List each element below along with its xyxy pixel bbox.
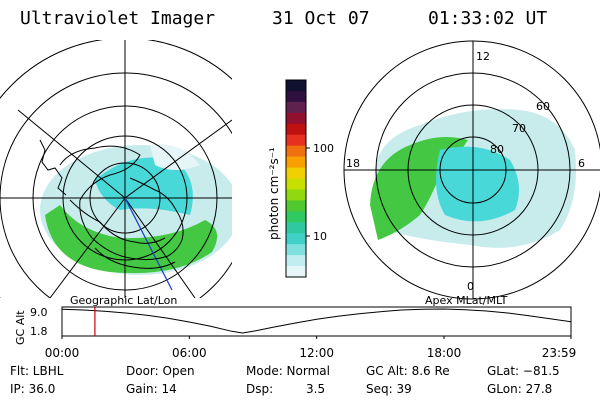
colorbar-tick-label-100: 100 (313, 142, 334, 155)
geographic-map (0, 40, 232, 298)
left-map-label: Geographic Lat/Lon (70, 294, 177, 307)
colorbar-strip (286, 123, 306, 136)
colorbar-strips (286, 80, 306, 278)
colorbar-unit-label: photon cm⁻²s⁻¹ (267, 147, 281, 240)
status-seq: Seq: 39 (366, 382, 412, 396)
colorbar-strip (286, 189, 306, 201)
colorbar-strip (286, 255, 306, 267)
status-dsp-value: 3.5 (306, 382, 326, 396)
status-glat: GLat: −81.5 (487, 364, 560, 378)
status-mode: Mode: Normal (246, 364, 330, 378)
plot-layer (62, 307, 571, 336)
x-tick-label: 18:00 (427, 346, 462, 360)
mlt-lines (344, 41, 600, 299)
image-title: Ultraviolet Imager (20, 8, 216, 29)
colorbar-strip (286, 222, 306, 234)
colorbar-strip (286, 233, 306, 245)
colorbar-strip (286, 134, 306, 147)
mlt-label-12: 12 (476, 50, 490, 63)
mlat-label-60: 60 (536, 100, 550, 113)
y-tick-label: 9.0 (30, 306, 48, 319)
reference-meridian (124, 197, 173, 291)
colorbar-strip (286, 90, 306, 103)
aurora-green-band (45, 205, 218, 274)
coastlines (39, 139, 184, 269)
date-label: 31 Oct 07 (272, 8, 370, 29)
mlat-label-80: 80 (490, 143, 504, 156)
colorbar-strip (286, 266, 306, 278)
x-tick-label: 00:00 (45, 346, 80, 360)
mlat-label-70: 70 (512, 122, 526, 135)
colorbar-strip (286, 112, 306, 125)
time-label: 01:33:02 UT (428, 8, 548, 29)
x-tick-label: 06:00 (172, 346, 207, 360)
altitude-plot: 9.0 1.8 00:00 06:00 12:00 18:00 23:59 GC Alt (14, 306, 576, 360)
colorbar-strip (286, 211, 306, 223)
aurora-cyan-region-right (436, 146, 519, 222)
mlt-label-18: 18 (346, 157, 360, 170)
status-gc-alt: GC Alt: 8.6 Re (366, 364, 450, 378)
mlt-label-6: 6 (578, 157, 585, 170)
status-door: Door: Open (126, 364, 195, 378)
status-ip: IP: 36.0 (10, 382, 56, 396)
aurora-faint-region (150, 144, 200, 170)
mlt-label-0: 0 (467, 280, 474, 293)
colorbar-strip (286, 178, 306, 191)
colorbar-strip (286, 200, 306, 212)
plot-ylabel: GC Alt (14, 310, 27, 345)
altitude-series-line (62, 308, 571, 334)
right-map-label: Apex MLat/MLT (425, 294, 508, 307)
magnetic-polar-map: 12 18 6 0 60 70 80 (343, 40, 600, 300)
x-tick-label: 23:59 (542, 346, 577, 360)
status-dsp-label: Dsp: (246, 382, 274, 396)
colorbar-strip (286, 101, 306, 114)
colorbar-strip (286, 156, 306, 169)
colorbar: 100 10 photon cm⁻²s⁻¹ (267, 79, 334, 278)
colorbar-strip (286, 80, 306, 92)
colorbar-frame (285, 79, 307, 278)
status-filter: Flt: LBHL (10, 364, 64, 378)
colorbar-strip (286, 145, 306, 158)
status-gain: Gain: 14 (126, 382, 177, 396)
x-tick-label: 12:00 (299, 346, 334, 360)
colorbar-strip (286, 167, 306, 180)
status-glon: GLon: 27.8 (487, 382, 553, 396)
plot-axes: 9.0 1.8 00:00 06:00 12:00 18:00 23:59 (30, 306, 576, 360)
colorbar-tick-label-10: 10 (313, 230, 327, 243)
colorbar-strip (286, 244, 306, 256)
y-tick-label: 1.8 (30, 325, 48, 338)
longitude-lines (0, 40, 232, 298)
